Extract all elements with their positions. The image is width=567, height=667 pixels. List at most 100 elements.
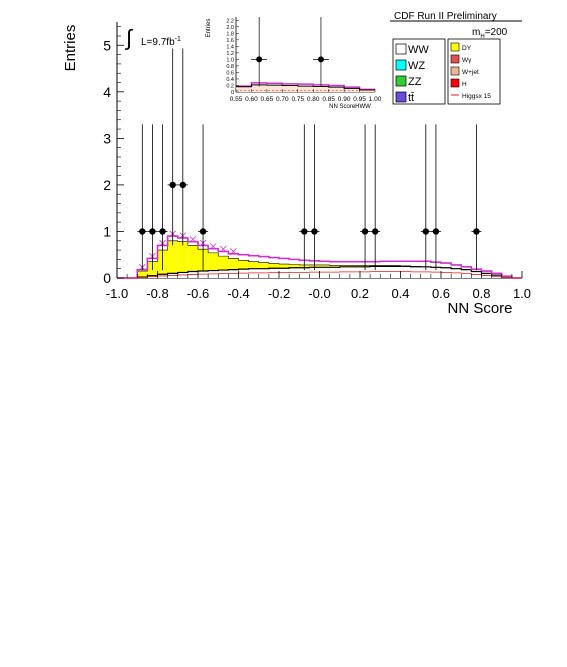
inset-total-outline [236, 82, 375, 91]
total-outline [117, 235, 522, 279]
main-y-axis-label: Entries [62, 25, 79, 72]
svg-text:L=9.7fb-1: L=9.7fb-1 [141, 36, 181, 48]
dy-bar [177, 241, 188, 273]
legend-label-zz: ZZ [408, 76, 422, 88]
ww-bar [268, 268, 279, 278]
inset-x-tick-label: 0.75 [291, 96, 304, 103]
main-bars [117, 230, 522, 279]
inset-x-tick-label: 0.70 [276, 96, 289, 103]
ww-bar [339, 266, 350, 278]
header: CDF Run II Preliminary mH=200 [390, 11, 522, 40]
legend-right: DY Wγ W+jet H Higgsx 15 [447, 38, 501, 105]
inset-x-tick-label: 0.85 [322, 96, 335, 103]
legend-swatch-wgamma [450, 54, 460, 64]
ww-bar [329, 267, 340, 278]
inset-x-tick-label: 0.95 [353, 96, 366, 103]
data-point [169, 181, 176, 189]
inset-y-tick-label: 1.4 [226, 44, 234, 50]
inset-x-tick-label: 0.90 [338, 96, 351, 103]
uncertainty-mark [220, 245, 227, 253]
lumi-sup: -1 [175, 36, 181, 43]
dy-bar [248, 261, 259, 269]
data-point [149, 228, 156, 235]
inset-y-axis-label: Entries [206, 19, 212, 38]
ww-bar [299, 267, 310, 278]
data-point [361, 228, 369, 235]
data-point [422, 228, 430, 235]
inset-y-tick-label: 1.8 [226, 31, 234, 37]
inset-ww-bar [236, 86, 252, 92]
ww-bar [400, 266, 411, 278]
inset-x-tick-label: 0.55 [230, 96, 243, 103]
data-point [159, 228, 166, 235]
dy-bar [349, 265, 360, 267]
inset-y-tick-label: 2.2 [226, 18, 234, 24]
ww-bar [360, 266, 371, 278]
ww-bar [258, 268, 269, 278]
lumi-label: ∫ L=9.7fb-1 [124, 25, 181, 50]
lumi-text: L=9.7fb [141, 37, 175, 48]
legend-label-ttbar: tt̄ [408, 92, 414, 104]
main-y-tick-label: 5 [103, 37, 111, 53]
main-x-tick-label: 0.4 [391, 286, 409, 301]
inset-y-tick-label: 0 [231, 90, 234, 96]
ww-bar [451, 268, 462, 278]
inset-y-tick-label: 0.8 [226, 64, 234, 70]
dy-bar [289, 264, 300, 268]
ww-bar [279, 268, 290, 278]
dy-bar [167, 240, 178, 274]
legend-swatch-wz [395, 59, 407, 71]
legend-swatch-ttbar [395, 91, 407, 103]
data-point [371, 228, 379, 235]
dy-outline [117, 240, 522, 279]
main-x-tick-label: -0.4 [227, 286, 249, 301]
data-point [139, 228, 146, 235]
ww-bar [349, 266, 360, 278]
ww-bar [420, 266, 431, 278]
main-y-tick-label: 2 [103, 177, 111, 193]
dy-bar [228, 258, 239, 270]
ww-bar [441, 267, 452, 278]
dy-bar [258, 262, 269, 269]
inset-x-ticks: 0.55 0.60 0.65 0.70 0.75 0.80 0.85 0.90 0.95 1.00 [230, 89, 382, 103]
inset-bars [236, 82, 375, 92]
dy-bar [339, 265, 350, 267]
uncertainty-mark [189, 236, 197, 243]
uncertainty-mark [230, 248, 237, 255]
ww-bar [380, 266, 391, 278]
legend-label-wz: WZ [408, 60, 425, 72]
main-y-ticks: 0 1 2 3 4 5 [103, 26, 124, 286]
main-x-axis-label: NN Score [447, 300, 512, 317]
main-plot: -1.0 -0.8 -0.6 -0.4 -0.2 -0.0 0.2 0.4 0.6 0.8 1.0 … [62, 22, 531, 317]
main-x-tick-label: 1.0 [513, 286, 531, 301]
data-point [179, 181, 187, 189]
main-x-tick-label: 0.8 [472, 286, 490, 301]
inset-x-axis-label: NN ScoreHWW [329, 104, 371, 110]
inset-ww-bar [328, 87, 345, 92]
legend-swatch-dy [450, 42, 460, 52]
legend-label-wjet: W+jet [462, 69, 479, 76]
inset-y-ticks: 00.20.40.60.81.01.21.41.61.82.02.2 [226, 18, 239, 96]
legend-left: WW WZ ZZ tt̄ [392, 38, 446, 105]
experiment-label: CDF Run II Preliminary [394, 11, 497, 22]
inset-data-points [251, 17, 329, 87]
inset-y-tick-label: 2.0 [226, 25, 234, 31]
inset-ww-bar [251, 84, 267, 92]
mass-value: =200 [485, 27, 508, 38]
main-x-tick-label: -0.6 [187, 286, 209, 301]
main-y-tick-label: 1 [103, 223, 111, 239]
dy-bar [268, 263, 279, 269]
legend-label-higgs_line: Higgsx 15 [462, 93, 491, 100]
inset-y-tick-label: 0.6 [226, 70, 234, 76]
inset-ww-bar [297, 86, 314, 92]
ww-bar [410, 266, 421, 278]
inset-y-tick-label: 0.4 [226, 77, 234, 83]
dy-bar [218, 256, 229, 271]
inset-y-tick-label: 1.6 [226, 38, 234, 44]
main-data-points [137, 48, 482, 271]
inset-y-tick-label: 0.2 [226, 83, 234, 89]
main-x-ticks: -1.0 -0.8 -0.6 -0.4 -0.2 -0.0 0.2 0.4 0.6 0.8 1.0 [106, 271, 531, 301]
ww-bar [390, 266, 401, 278]
data-point [311, 228, 318, 235]
